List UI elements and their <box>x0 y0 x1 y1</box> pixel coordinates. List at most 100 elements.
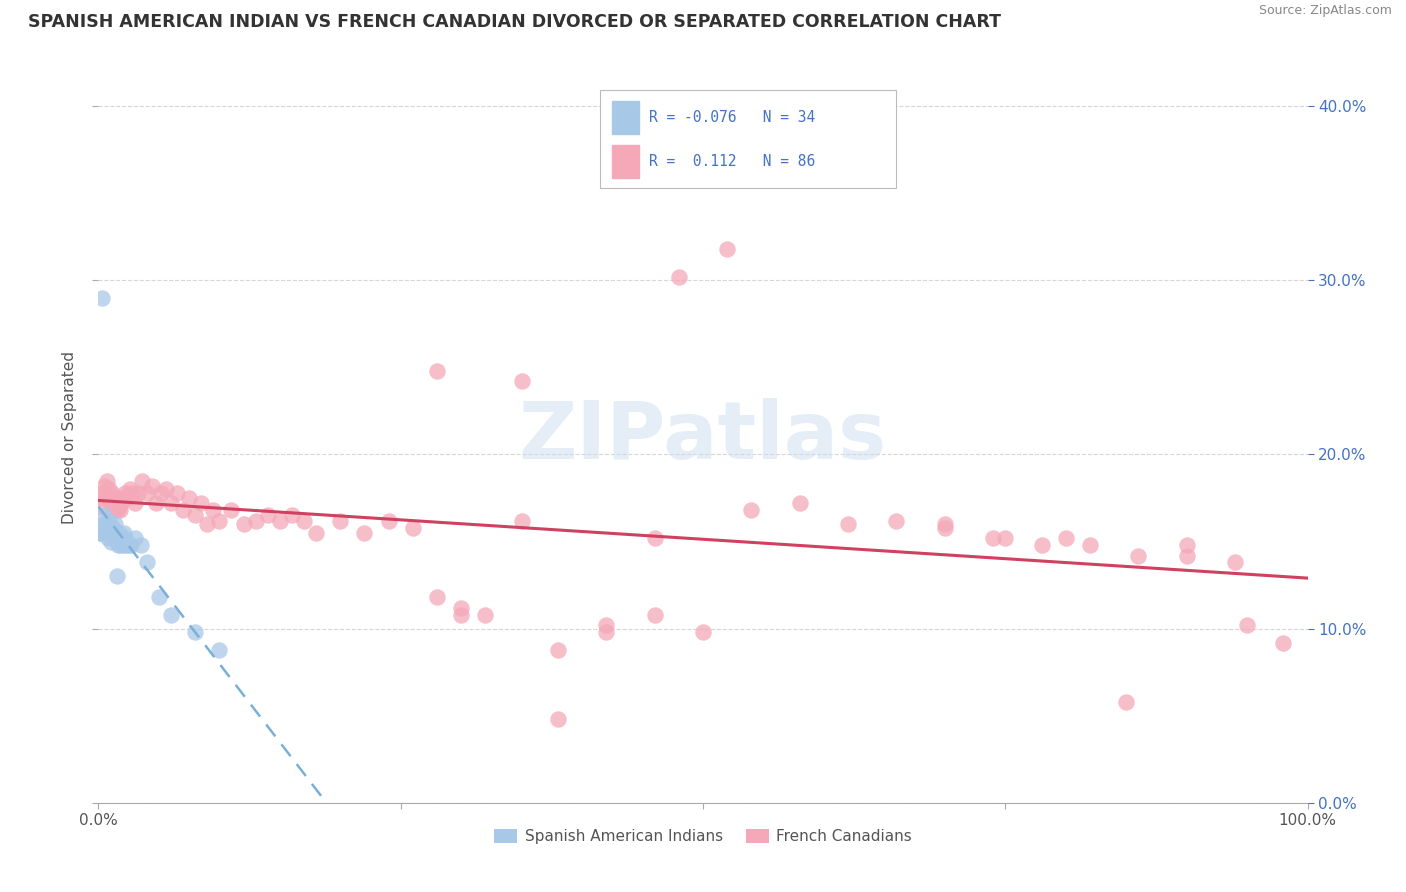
Point <box>184 625 207 640</box>
Point <box>172 503 194 517</box>
Point <box>547 712 569 726</box>
Point <box>118 483 141 497</box>
Point <box>179 491 201 505</box>
Point <box>221 503 243 517</box>
Point <box>208 514 231 528</box>
Point <box>100 534 122 549</box>
Point <box>292 514 315 528</box>
Point <box>184 508 207 523</box>
Point <box>120 538 142 552</box>
Point <box>166 485 188 500</box>
Point <box>97 531 120 545</box>
Point <box>281 508 304 523</box>
Point <box>111 491 134 505</box>
Point <box>90 525 112 540</box>
Point <box>117 491 139 505</box>
Point <box>305 525 328 540</box>
Point <box>90 500 112 514</box>
Text: R =  0.112   N = 86: R = 0.112 N = 86 <box>648 153 815 169</box>
Point <box>1272 635 1295 649</box>
Point <box>155 483 177 497</box>
Point <box>668 269 690 284</box>
FancyBboxPatch shape <box>600 90 897 188</box>
Point <box>107 538 129 552</box>
Point <box>91 525 114 540</box>
Point <box>94 525 117 540</box>
Point <box>127 485 149 500</box>
Point <box>96 521 118 535</box>
Point <box>96 474 118 488</box>
Point <box>789 496 811 510</box>
Point <box>124 496 146 510</box>
Point <box>740 503 762 517</box>
Point <box>1175 549 1198 563</box>
Point <box>934 521 956 535</box>
Point <box>91 291 114 305</box>
Point <box>104 496 127 510</box>
Point <box>269 514 291 528</box>
Point <box>595 618 617 632</box>
Point <box>402 521 425 535</box>
Point <box>103 531 125 545</box>
Point <box>716 242 738 256</box>
Point <box>1128 549 1150 563</box>
Point <box>93 517 115 532</box>
Point <box>837 517 859 532</box>
Point <box>103 491 125 505</box>
Point <box>98 483 121 497</box>
Point <box>1031 538 1053 552</box>
Point <box>97 491 120 505</box>
Point <box>1054 531 1077 545</box>
Point <box>94 485 117 500</box>
Point <box>129 538 152 552</box>
Point <box>108 500 131 514</box>
Point <box>1236 618 1258 632</box>
Point <box>202 503 225 517</box>
Point <box>135 556 157 570</box>
Point <box>93 508 115 523</box>
Legend: Spanish American Indians, French Canadians: Spanish American Indians, French Canadia… <box>488 822 918 850</box>
Point <box>644 607 666 622</box>
Point <box>105 503 128 517</box>
Point <box>886 514 908 528</box>
Point <box>377 514 399 528</box>
Point <box>1078 538 1101 552</box>
Bar <box>613 145 638 178</box>
Point <box>107 491 129 505</box>
Point <box>108 538 131 552</box>
Text: R = -0.076   N = 34: R = -0.076 N = 34 <box>648 110 815 125</box>
Point <box>93 479 115 493</box>
Point <box>426 591 449 605</box>
Point <box>112 525 135 540</box>
Point <box>108 503 131 517</box>
Point <box>121 485 143 500</box>
Point <box>124 531 146 545</box>
Text: SPANISH AMERICAN INDIAN VS FRENCH CANADIAN DIVORCED OR SEPARATED CORRELATION CHA: SPANISH AMERICAN INDIAN VS FRENCH CANADI… <box>28 13 1001 31</box>
Point <box>101 503 124 517</box>
Point <box>150 485 173 500</box>
Point <box>1175 538 1198 552</box>
Point <box>474 607 496 622</box>
Point <box>145 496 167 510</box>
Point <box>232 517 254 532</box>
Point <box>110 496 132 510</box>
Point <box>104 517 127 532</box>
Point <box>195 517 218 532</box>
Point <box>450 600 472 615</box>
Point <box>644 531 666 545</box>
Point <box>510 514 533 528</box>
Point <box>692 625 714 640</box>
Point <box>450 607 472 622</box>
Point <box>101 521 124 535</box>
Point <box>160 496 183 510</box>
Point <box>108 525 131 540</box>
Point <box>100 525 122 540</box>
Point <box>1223 556 1246 570</box>
Point <box>981 531 1004 545</box>
Point <box>131 474 153 488</box>
Point <box>160 607 183 622</box>
Point <box>353 525 375 540</box>
Point <box>98 514 121 528</box>
Point <box>114 531 136 545</box>
Point <box>89 525 111 540</box>
